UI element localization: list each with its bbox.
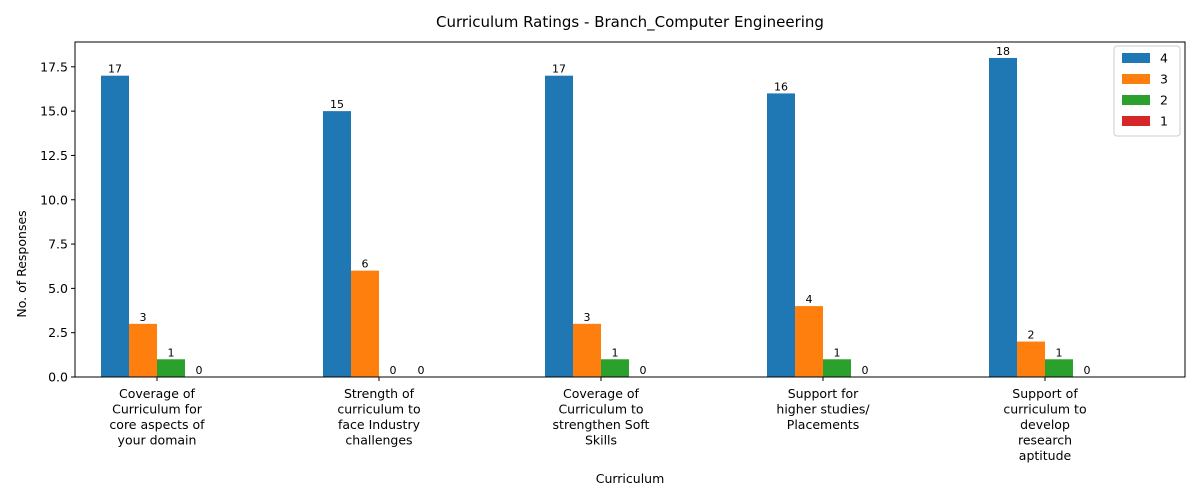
y-tick-label-6: 12.5: [40, 148, 68, 163]
x-tick-label-line: develop: [1020, 417, 1070, 432]
bar-series-4-cat-4: [767, 93, 795, 378]
x-tick-label-line: Coverage of: [119, 386, 196, 401]
data-label-series-3-cat-2: 6: [362, 258, 369, 271]
x-tick-label-1: Coverage of Curriculum for core aspects of…: [109, 386, 205, 448]
x-tick-label-line: aptitude: [1019, 448, 1072, 463]
y-tick-label-1: 0.0: [48, 370, 68, 385]
y-tick-label-3: 5.0: [48, 281, 68, 296]
x-tick-label-line: higher studies/: [776, 402, 870, 417]
y-tick-label-4: 7.5: [48, 237, 68, 252]
data-label-series-2-cat-3: 1: [612, 346, 619, 359]
legend-box: [1113, 45, 1181, 137]
data-label-series-2-cat-1: 1: [168, 346, 175, 359]
data-label-series-4-cat-4: 16: [774, 80, 788, 93]
legend-swatch-1: [1122, 116, 1150, 126]
bar-series-4-cat-5: [989, 57, 1017, 377]
y-tick-label-8: 17.5: [40, 59, 68, 74]
bar-series-4-cat-3: [545, 75, 573, 378]
y-tick-label-5: 10.0: [40, 192, 68, 207]
data-label-series-3-cat-3: 3: [584, 311, 591, 324]
data-label-series-4-cat-3: 17: [552, 63, 566, 76]
bar-series-4-cat-2: [323, 111, 351, 377]
data-label-series-1-cat-1: 0: [196, 364, 203, 377]
x-tick-label-line: Support for: [788, 386, 859, 401]
data-label-series-4-cat-1: 17: [108, 63, 122, 76]
bar-series-2-cat-5: [1045, 359, 1073, 377]
bar-series-2-cat-1: [157, 359, 185, 377]
x-tick-label-2: Strength of curriculum to face Industry cha…: [337, 386, 420, 448]
data-label-series-3-cat-1: 3: [140, 311, 147, 324]
legend: 4 3 2 1: [1113, 45, 1181, 137]
data-label-series-4-cat-2: 15: [330, 98, 344, 111]
x-tick-label-4: Support for higher studies/Placements: [776, 386, 870, 432]
x-tick-label-3: Coverage of Curriculum to strengthen Soft S…: [553, 386, 650, 448]
legend-swatch-2: [1122, 95, 1150, 105]
x-tick-label-line: core aspects of: [109, 417, 205, 432]
data-label-series-4-cat-5: 18: [996, 45, 1010, 58]
legend-entry-2: 2: [1160, 93, 1168, 108]
x-tick-label-line: Support of: [1012, 386, 1078, 401]
x-tick-label-line: strengthen Soft: [553, 417, 650, 432]
x-tick-label-line: face Industry: [338, 417, 421, 432]
data-label-series-1-cat-3: 0: [640, 364, 647, 377]
bar-series-2-cat-4: [823, 359, 851, 377]
bars: [101, 57, 1073, 378]
data-label-series-2-cat-4: 1: [834, 346, 841, 359]
bar-series-3-cat-3: [573, 323, 601, 377]
bar-series-3-cat-5: [1017, 341, 1045, 377]
bar-series-2-cat-3: [601, 359, 629, 377]
bar-series-3-cat-2: [351, 270, 379, 377]
x-tick-label-line: curriculum to: [1003, 402, 1086, 417]
data-labels: 17 3 1 0 15 6 0 0 17 3 1 0 16 4 1 0 18 2 1 0: [108, 45, 1091, 377]
data-label-series-1-cat-4: 0: [862, 364, 869, 377]
x-axis-label: Curriculum: [596, 471, 665, 486]
data-label-series-2-cat-5: 1: [1056, 346, 1063, 359]
bar-series-4-cat-1: [101, 75, 129, 378]
plot-frame: [74, 41, 1186, 378]
data-label-series-3-cat-5: 2: [1028, 329, 1035, 342]
data-label-series-2-cat-2: 0: [390, 364, 397, 377]
legend-entry-3: 3: [1160, 72, 1168, 87]
legend-entry-1: 1: [1160, 114, 1168, 129]
x-tick-label-line: Strength of: [344, 386, 415, 401]
x-tick-label-line: Coverage of: [563, 386, 640, 401]
x-tick-label-line: Curriculum for: [112, 402, 203, 417]
x-tick-label-5: Support of curriculum to develop research ap…: [1003, 386, 1086, 463]
bar-series-3-cat-1: [129, 323, 157, 377]
data-label-series-3-cat-4: 4: [806, 293, 813, 306]
data-label-series-1-cat-5: 0: [1084, 364, 1091, 377]
y-axis-label: No. of Responses: [14, 210, 29, 317]
x-tick-label-line: Placements: [787, 417, 859, 432]
legend-swatch-4: [1122, 53, 1150, 63]
legend-entry-4: 4: [1160, 51, 1168, 66]
y-tick-label-7: 15.0: [40, 104, 68, 119]
x-tick-label-line: Skills: [585, 433, 617, 448]
bar-series-3-cat-4: [795, 306, 823, 377]
x-tick-label-line: challenges: [345, 433, 412, 448]
x-tick-label-line: your domain: [118, 433, 197, 448]
x-tick-label-line: Curriculum to: [558, 402, 643, 417]
y-tick-label-2: 2.5: [48, 325, 68, 340]
x-tick-label-line: curriculum to: [337, 402, 420, 417]
chart-title: Curriculum Ratings - Branch_Computer Eng…: [436, 13, 824, 32]
legend-swatch-3: [1122, 74, 1150, 84]
x-tick-label-line: research: [1018, 433, 1072, 448]
data-label-series-1-cat-2: 0: [418, 364, 425, 377]
